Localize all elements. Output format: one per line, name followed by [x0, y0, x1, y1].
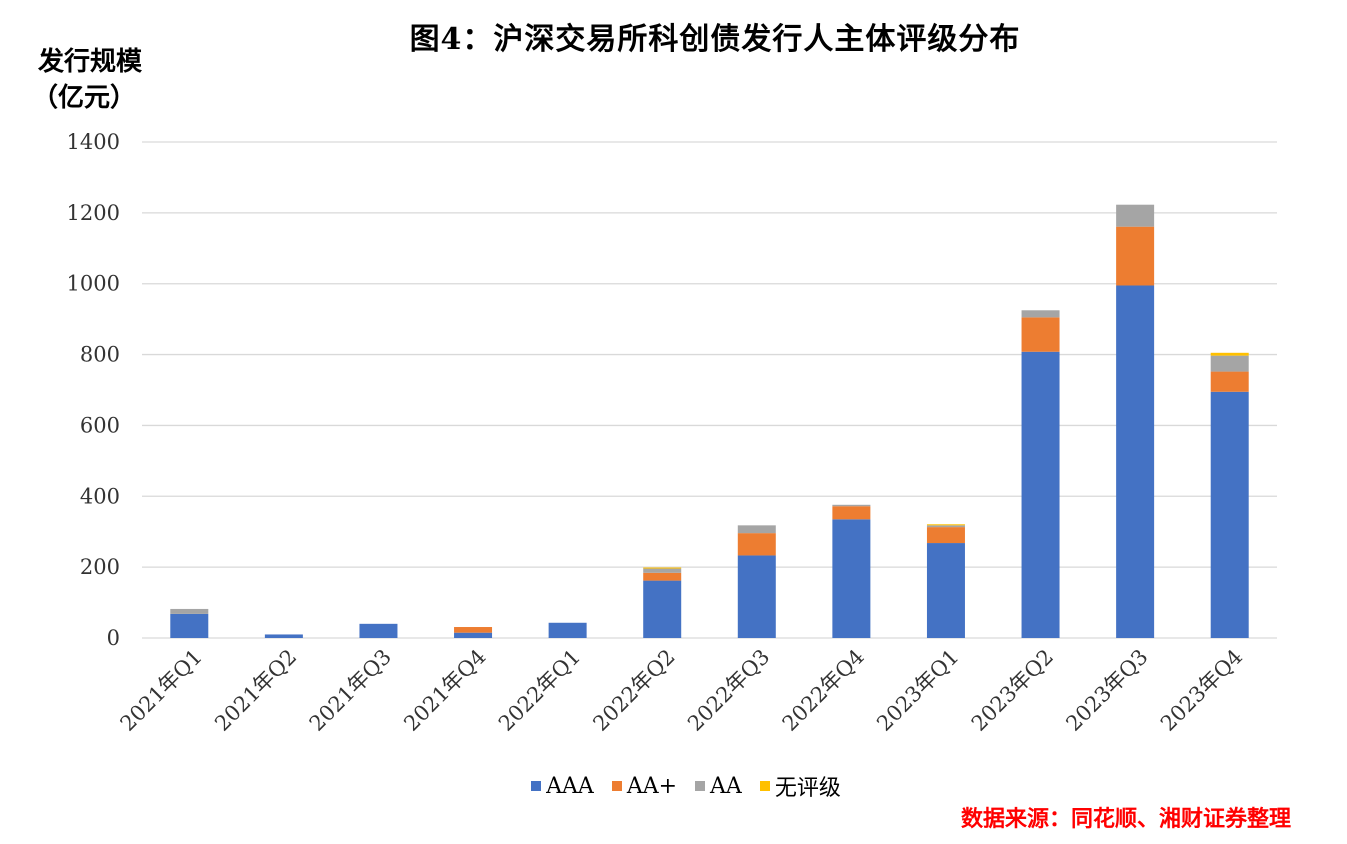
bar-segment-aa-plus [737, 533, 776, 556]
bar-segment-aaa [1210, 391, 1249, 638]
bar-segment-unrated [1210, 352, 1249, 356]
legend-item-unrated: 无评级 [759, 770, 841, 802]
legend-label-aaa: AAA [546, 773, 594, 799]
bar-segment-aaa [1021, 351, 1060, 638]
x-tick-label: 2023年Q1 [872, 645, 963, 736]
bar-segment-aa-plus [926, 527, 965, 544]
y-tick-label: 600 [80, 413, 120, 437]
bar-segment-aa-plus [643, 572, 682, 581]
x-tick-labels: 2021年Q1 2021年Q2 2021年Q3 2021年Q4 2022年Q1 2022年… [116, 645, 1248, 736]
bar-segment-aa [1210, 355, 1249, 372]
bar-segment-aaa [832, 519, 871, 638]
bar-segment-aa [1021, 310, 1060, 318]
x-tick-label: 2021年Q2 [210, 645, 301, 736]
bar-segment-aa-plus [1116, 226, 1155, 286]
bar-segment-aaa [359, 623, 398, 638]
y-tick-label: 800 [80, 343, 120, 367]
y-tick-label: 1400 [67, 130, 120, 154]
x-tick-label: 2023年Q4 [1156, 645, 1247, 736]
chart-title: 图4：沪深交易所科创债发行人主体评级分布 [409, 22, 1021, 57]
legend-label-unrated: 无评级 [774, 776, 841, 801]
y-tick-label: 1000 [67, 272, 120, 296]
bar-segment-aa-plus [454, 627, 493, 633]
bar-segment-unrated [926, 524, 965, 526]
y-tick-label: 0 [107, 626, 120, 650]
bar-segment-aa [737, 525, 776, 534]
bar-segment-aaa [1116, 285, 1155, 638]
bar-segment-aa [926, 525, 965, 528]
bar-segment-aa [1116, 204, 1155, 227]
bar-segment-aa [170, 608, 209, 614]
legend: AAA AA+ AA 无评级 [0, 770, 1347, 802]
legend-swatch-aa [695, 781, 706, 791]
bar-segment-aa-plus [1021, 317, 1060, 352]
x-tick-label: 2022年Q3 [683, 645, 774, 736]
y-axis-label: 发行规模 （亿元） [32, 44, 143, 116]
bar-segment-aa-plus [832, 506, 871, 520]
legend-item-aaa: AAA [531, 770, 594, 802]
x-tick-label: 2021年Q1 [116, 645, 207, 736]
bar-segment-aaa [548, 622, 587, 638]
legend-swatch-unrated [759, 781, 770, 791]
bar-segment-aaa [454, 632, 493, 638]
legend-item-aa-plus: AA+ [611, 770, 678, 802]
legend-swatch-aa-plus [611, 781, 622, 791]
y-tick-label: 400 [80, 484, 120, 508]
data-source: 数据来源：同花顺、湘财证券整理 [960, 806, 1291, 832]
gridlines [142, 141, 1277, 639]
bar-segment-unrated [643, 567, 682, 569]
y-axis-label-line1: 发行规模 [38, 47, 143, 77]
x-tick-label: 2022年Q2 [589, 645, 680, 736]
x-tick-label: 2023年Q2 [967, 645, 1058, 736]
legend-item-aa: AA [695, 770, 742, 802]
y-axis-label-unit: （亿元） [32, 83, 137, 113]
bar-segment-aaa [643, 580, 682, 638]
legend-label-aa-plus: AA+ [626, 773, 678, 799]
x-tick-label: 2022年Q4 [778, 645, 869, 736]
legend-swatch-aaa [531, 781, 542, 791]
x-tick-label: 2023年Q3 [1061, 645, 1152, 736]
x-tick-label: 2021年Q3 [305, 645, 396, 736]
bar-segment-aaa [926, 543, 965, 638]
x-tick-label: 2021年Q4 [399, 645, 490, 736]
bar-segment-aa [832, 504, 871, 507]
bar-segment-aa-plus [1210, 371, 1249, 392]
y-tick-label: 200 [80, 555, 120, 579]
x-tick-label: 2022年Q1 [494, 645, 585, 736]
bars [170, 204, 1249, 638]
bar-segment-aa [643, 568, 682, 573]
y-tick-labels: 0 200 400 600 800 1000 1200 1400 [67, 130, 120, 650]
bar-segment-aaa [264, 634, 303, 638]
legend-label-aa: AA [710, 773, 742, 799]
bar-segment-aaa [737, 555, 776, 638]
bar-segment-aaa [170, 613, 209, 638]
y-tick-label: 1200 [67, 201, 120, 225]
